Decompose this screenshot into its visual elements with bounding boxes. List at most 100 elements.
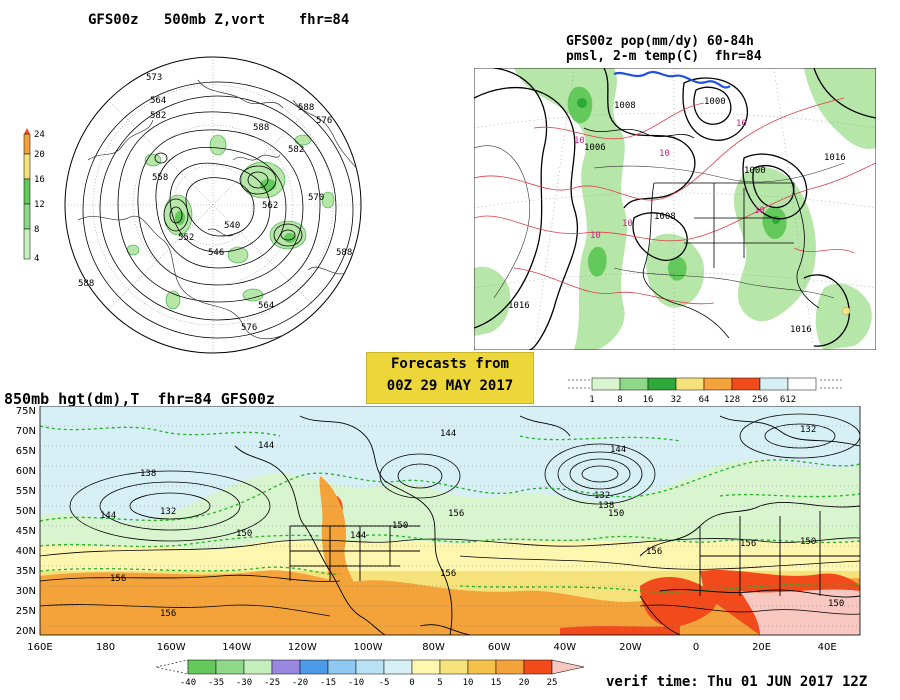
temp-colorbar-tick: -25 bbox=[264, 678, 280, 688]
temp-label: 10 bbox=[659, 149, 670, 159]
temp-colorbar-tick: 25 bbox=[547, 678, 558, 688]
polar-contour-label: 588 bbox=[298, 103, 314, 113]
panel-title-pop-line2: pmsl, 2-m temp(C) fhr=84 bbox=[566, 49, 762, 64]
polar-contour-label: 558 bbox=[152, 173, 168, 183]
vort-colorbar-tick: 24 bbox=[34, 130, 45, 140]
longitude-label: 160E bbox=[27, 642, 52, 653]
temp-colorbar-tick: -35 bbox=[208, 678, 224, 688]
height-contour-label: 150 bbox=[828, 599, 844, 609]
height-contour-label: 150 bbox=[608, 509, 624, 519]
polar-contour-label: 588 bbox=[253, 123, 269, 133]
polar-contour-label: 573 bbox=[146, 73, 162, 83]
vort-colorbar-tick: 20 bbox=[34, 150, 45, 160]
longitude-label: 20E bbox=[752, 642, 771, 653]
polar-contour-label: 582 bbox=[288, 145, 304, 155]
vort-colorbar-tick: 8 bbox=[34, 225, 39, 235]
pop-colorbar-tick: 8 bbox=[617, 395, 622, 405]
isobar-label: 1016 bbox=[790, 325, 812, 335]
isobar-label: 1016 bbox=[824, 153, 846, 163]
height-contour-label: 138 bbox=[598, 501, 614, 511]
polar-contour-label: 564 bbox=[258, 301, 274, 311]
longitude-label: 140W bbox=[222, 642, 251, 653]
height-contour-label: 132 bbox=[800, 425, 816, 435]
latitude-label: 75N bbox=[16, 406, 36, 417]
temp-colorbar-tick: -20 bbox=[292, 678, 308, 688]
height-contour-label: 144 bbox=[100, 511, 116, 521]
isobar-label: 1008 bbox=[654, 212, 676, 222]
height-contour-label: 144 bbox=[610, 445, 626, 455]
temp-colorbar-tick: -10 bbox=[348, 678, 364, 688]
height-contour-label: 156 bbox=[440, 569, 456, 579]
pop-colorbar-tick: 1 bbox=[589, 395, 594, 405]
panel-title-pop-line1: GFS00z pop(mm/dy) 60-84h bbox=[566, 34, 754, 49]
polar-contour-label: 582 bbox=[150, 111, 166, 121]
height-contour-label: 156 bbox=[160, 609, 176, 619]
height-contour-label: 156 bbox=[740, 539, 756, 549]
height-contour-label: 156 bbox=[448, 509, 464, 519]
longitude-label: 100W bbox=[354, 642, 383, 653]
vort-colorbar-tick: 4 bbox=[34, 254, 39, 264]
vort-colorbar-tick: 12 bbox=[34, 200, 45, 210]
latitude-label: 35N bbox=[16, 566, 36, 577]
forecast-init-box: Forecasts from 00Z 29 MAY 2017 bbox=[366, 352, 534, 404]
latitude-label: 65N bbox=[16, 446, 36, 457]
temp-colorbar-tick: 20 bbox=[519, 678, 530, 688]
temp-colorbar-tick: 15 bbox=[491, 678, 502, 688]
verif-time: verif time: Thu 01 JUN 2017 12Z bbox=[606, 674, 868, 690]
temp-colorbar-tick: 10 bbox=[463, 678, 474, 688]
pop-colorbar-tick: 64 bbox=[699, 395, 710, 405]
polar-contour-label: 564 bbox=[150, 96, 166, 106]
height-contour-label: 132 bbox=[160, 507, 176, 517]
isobar-label: 1000 bbox=[744, 166, 766, 176]
height-contour-label: 156 bbox=[646, 547, 662, 557]
longitude-label: 20W bbox=[619, 642, 642, 653]
height-contour-label: 150 bbox=[392, 521, 408, 531]
polar-contour-label: 576 bbox=[241, 323, 257, 333]
panel-title-850mb: 850mb hgt(dm),T fhr=84 GFS00z bbox=[4, 390, 275, 408]
isobar-label: 1006 bbox=[584, 143, 606, 153]
temp-label: 10 bbox=[574, 136, 585, 146]
latitude-label: 30N bbox=[16, 586, 36, 597]
temp-colorbar-tick: -15 bbox=[320, 678, 336, 688]
latitude-label: 50N bbox=[16, 506, 36, 517]
pop-colorbar-tick: 128 bbox=[724, 395, 740, 405]
polar-contour-label: 546 bbox=[208, 248, 224, 258]
panel-title-500mb: GFS00z 500mb Z,vort fhr=84 bbox=[88, 12, 350, 28]
latitude-label: 25N bbox=[16, 606, 36, 617]
vorticity-colorbar: 24 20 16 12 8 4 bbox=[23, 128, 45, 264]
polar-contour-label: 576 bbox=[316, 116, 332, 126]
pop-colorbar-tick: 256 bbox=[752, 395, 768, 405]
temp-colorbar-tick: 5 bbox=[437, 678, 442, 688]
temp-label: 10 bbox=[754, 206, 765, 216]
temp-label: 10 bbox=[590, 231, 601, 241]
latitude-label: 60N bbox=[16, 466, 36, 477]
longitude-label: 120W bbox=[288, 642, 317, 653]
longitude-label: 40E bbox=[818, 642, 837, 653]
height-contour-label: 144 bbox=[350, 531, 366, 541]
longitude-label: 80W bbox=[422, 642, 445, 653]
latitude-label: 20N bbox=[16, 626, 36, 637]
height-contour-label: 150 bbox=[800, 537, 816, 547]
longitude-label: 0 bbox=[693, 642, 699, 653]
height-contour-label: 156 bbox=[110, 574, 126, 584]
temp-colorbar-tick: 0 bbox=[409, 678, 414, 688]
polar-500mb-map: 5735645825885765885585405625525645765885… bbox=[64, 56, 362, 354]
polar-contour-label: 540 bbox=[224, 221, 240, 231]
pop-colorbar-tick: 612 bbox=[780, 395, 796, 405]
temp-colorbar-tick: -5 bbox=[379, 678, 390, 688]
temperature-colorbar: -40 -35 -30 -25 -20 -15 -10 -5 0 5 10 15 20 25 bbox=[155, 659, 585, 688]
vort-colorbar-tick: 16 bbox=[34, 175, 45, 185]
isobar-label: 1000 bbox=[704, 97, 726, 107]
pop-colorbar: 1 8 16 32 64 128 256 612 bbox=[568, 377, 842, 405]
longitude-label: 60W bbox=[488, 642, 511, 653]
pop-pmsl-map: 1008 1006 1000 1008 1016 1016 1016 1000 10 10 10 10… bbox=[474, 68, 876, 350]
pop-colorbar-tick: 16 bbox=[643, 395, 654, 405]
forecast-line1: Forecasts from bbox=[390, 356, 509, 372]
isobar-label: 1016 bbox=[508, 301, 530, 311]
latitude-label: 55N bbox=[16, 486, 36, 497]
longitude-label: 40W bbox=[553, 642, 576, 653]
polar-contour-label: 562 bbox=[262, 201, 278, 211]
forecast-line2: 00Z 29 MAY 2017 bbox=[386, 378, 514, 394]
polar-contour-label: 552 bbox=[178, 233, 194, 243]
height-contour-label: 144 bbox=[440, 429, 456, 439]
